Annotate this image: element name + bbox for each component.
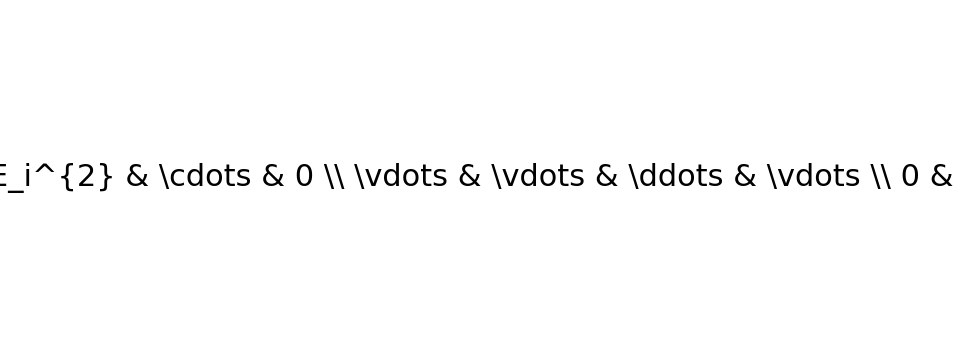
Text: \mathbf{E}i = \left[\begin{array}{cccc} E_i^{1} & 0 & \cdots & 0 \\ 0 & E_i^{2} : \mathbf{E}i = \left[\begin{array}{cccc} … bbox=[0, 163, 963, 193]
